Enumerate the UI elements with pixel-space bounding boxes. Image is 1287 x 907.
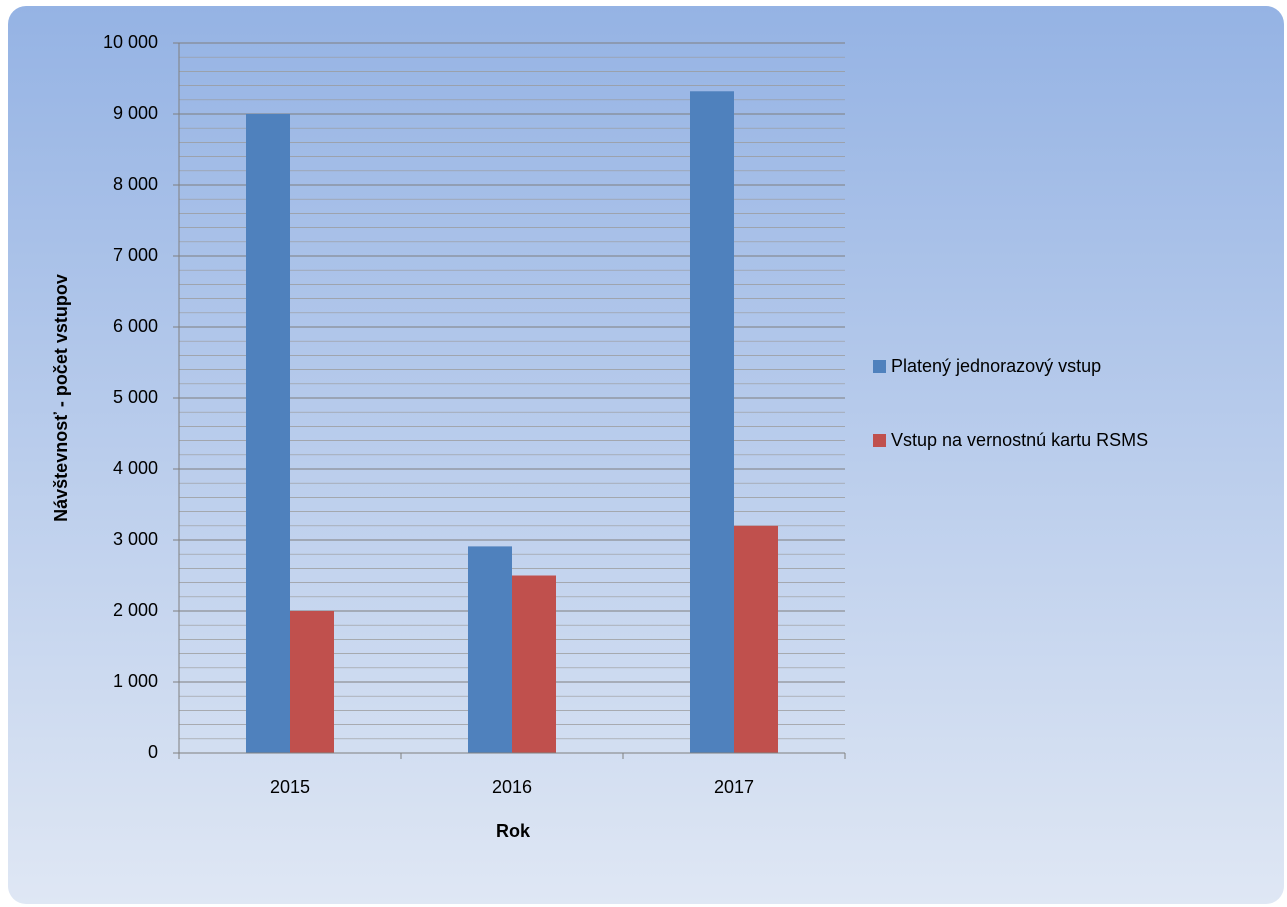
legend-swatch (873, 434, 886, 447)
x-tick-label: 2015 (270, 777, 310, 797)
y-tick-label: 1 000 (113, 671, 158, 691)
legend-label: Vstup na vernostnú kartu RSMS (891, 430, 1148, 450)
bar (468, 546, 512, 753)
bar (734, 525, 778, 753)
bar (290, 611, 334, 753)
bar (690, 91, 734, 753)
legend-label: Platený jednorazový vstup (891, 356, 1101, 376)
y-tick-label: 10 000 (103, 32, 158, 52)
y-tick-label: 2 000 (113, 600, 158, 620)
y-tick-label: 8 000 (113, 174, 158, 194)
y-axis-title: Návštevnosť - počet vstupov (51, 274, 71, 522)
y-tick-label: 0 (148, 742, 158, 762)
y-tick-label: 4 000 (113, 458, 158, 478)
y-tick-label: 5 000 (113, 387, 158, 407)
legend-swatch (873, 360, 886, 373)
y-tick-label: 9 000 (113, 103, 158, 123)
y-tick-label: 6 000 (113, 316, 158, 336)
bar (512, 575, 556, 753)
x-tick-label: 2017 (714, 777, 754, 797)
x-tick-label: 2016 (492, 777, 532, 797)
y-tick-label: 7 000 (113, 245, 158, 265)
x-axis-title: Rok (496, 821, 531, 841)
bar (246, 114, 290, 753)
y-tick-label: 3 000 (113, 529, 158, 549)
